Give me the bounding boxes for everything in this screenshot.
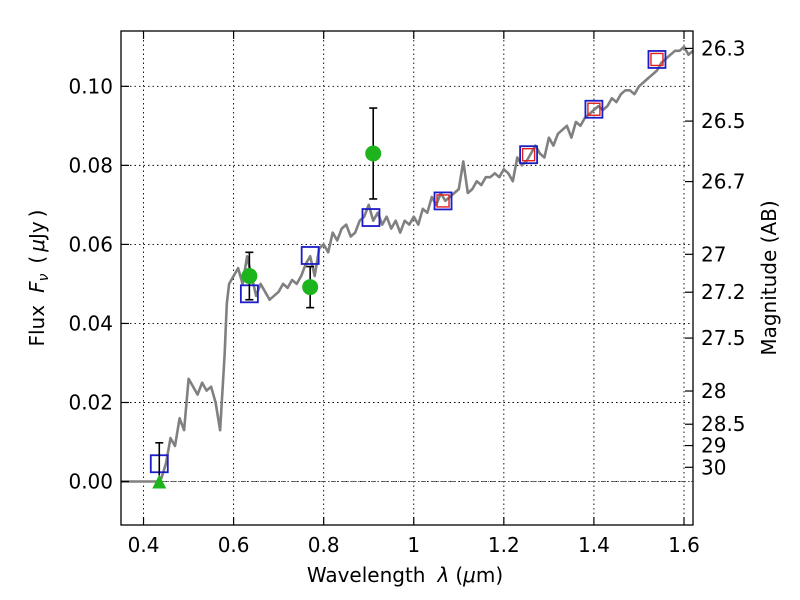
y2-tick-label: 30 bbox=[701, 455, 726, 479]
y-axis-label: FluxFν(μJy) bbox=[25, 209, 52, 346]
y2-tick-label: 28.5 bbox=[701, 412, 746, 436]
model-photometry-box bbox=[584, 99, 604, 119]
observed-point bbox=[365, 145, 382, 162]
model-photometry-box bbox=[519, 145, 539, 165]
model-photometry-box bbox=[433, 191, 453, 211]
y2-tick-label: 29 bbox=[701, 434, 726, 458]
tick-layer: 0.4 0.6 0.8 1 1.2 1.4 1.6 0.00 0.02 0.04 0.06 0.08 0… bbox=[68, 31, 746, 557]
y-tick-label: 0.02 bbox=[68, 390, 113, 414]
x-tick-label: 1.6 bbox=[668, 533, 700, 557]
model-photometry-box bbox=[361, 208, 381, 227]
y-tick-label: 0.06 bbox=[68, 232, 113, 256]
observed-point bbox=[302, 279, 319, 296]
synthetic-photometry-square bbox=[436, 194, 450, 208]
y2-tick-label: 27 bbox=[701, 242, 726, 266]
model-photometry-box bbox=[647, 50, 667, 69]
y2-axis-label: Magnitude (AB) bbox=[757, 200, 781, 355]
observed-point bbox=[241, 268, 258, 285]
y-tick-label: 0.10 bbox=[68, 74, 113, 98]
model-photometry-box bbox=[300, 246, 320, 265]
y2-tick-label: 27.5 bbox=[701, 326, 746, 350]
y-tick-label: 0.00 bbox=[68, 470, 113, 494]
model-sed-line bbox=[121, 45, 694, 483]
y2-tick-label: 26.3 bbox=[701, 36, 746, 60]
x-tick-label: 0.4 bbox=[128, 533, 160, 557]
data-layer bbox=[121, 45, 694, 489]
y2-tick-label: 28 bbox=[701, 379, 726, 403]
x-tick-label: 1.4 bbox=[578, 533, 610, 557]
x-tick-label: 1.2 bbox=[488, 533, 520, 557]
y-tick-label: 0.04 bbox=[68, 311, 113, 335]
upper-limit-marker bbox=[152, 474, 167, 489]
synthetic-photometry-square bbox=[587, 102, 601, 116]
x-tick-label: 0.6 bbox=[218, 533, 250, 557]
x-tick-label: 0.8 bbox=[308, 533, 340, 557]
y2-tick-label: 26.7 bbox=[701, 170, 746, 194]
y-tick-label: 0.08 bbox=[68, 153, 113, 177]
plot-frame bbox=[120, 30, 694, 526]
synthetic-photometry-square bbox=[650, 52, 664, 67]
y2-tick-label: 27.2 bbox=[701, 280, 746, 304]
y2-tick-label: 26.5 bbox=[701, 109, 746, 133]
x-tick-label: 1 bbox=[407, 533, 420, 557]
x-axis-label: Wavelength λ (μm) bbox=[307, 563, 503, 587]
grid-layer bbox=[121, 31, 693, 525]
synthetic-photometry-square bbox=[521, 147, 536, 162]
